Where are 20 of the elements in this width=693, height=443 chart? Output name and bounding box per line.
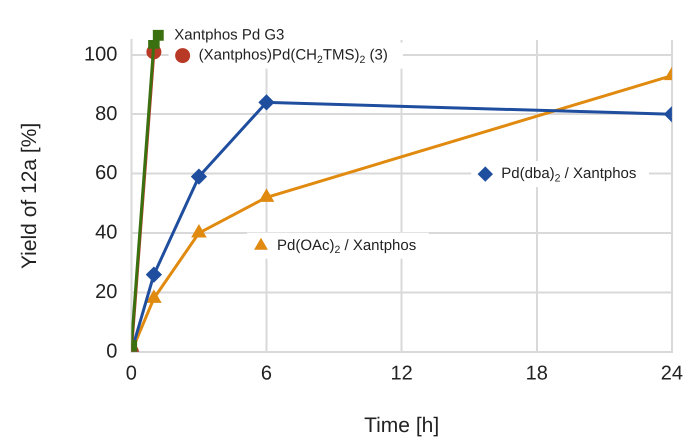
y-tick-label: 80 [95,102,118,125]
point [192,226,206,238]
x-tick-label: 12 [390,362,413,384]
point [146,267,162,282]
x-tick-label: 6 [260,362,272,384]
x-tick-label: 0 [126,362,137,384]
point [191,169,206,184]
y-tick-label: 20 [95,280,118,303]
x-tick-label: 18 [526,362,548,384]
point [258,94,274,110]
y-tick-label: 0 [106,340,118,362]
x-axis-title: Time [h] [364,414,440,438]
point [147,290,161,303]
legend-label: Xantphos Pd G3 [174,26,284,44]
y-tick-label: 40 [95,222,118,244]
x-tick-label: 24 [660,362,683,384]
point [260,190,274,202]
y-axis-title: Yield of 12a [%] [18,122,41,270]
y-tick-label: 60 [95,162,118,184]
y-tick-label: 100 [84,43,118,66]
